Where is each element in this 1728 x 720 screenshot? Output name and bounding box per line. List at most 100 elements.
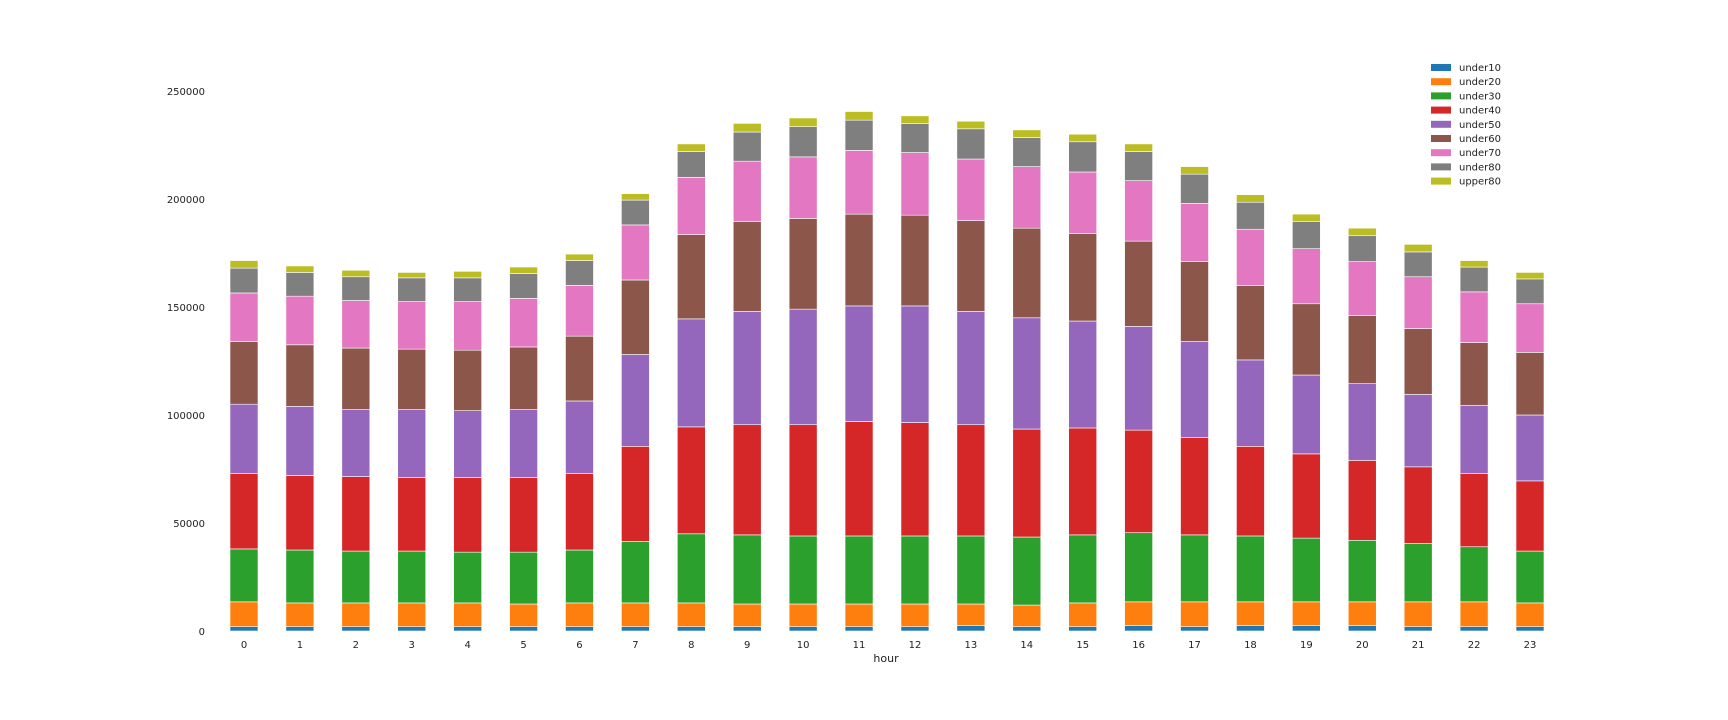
bar-upper80-hour-10: [788, 117, 818, 127]
bar-under40-hour-15: [1068, 427, 1097, 536]
bar-upper80-hour-15: [1068, 133, 1097, 143]
bar-under80-hour-17: [1180, 173, 1209, 204]
bar-under40-hour-4: [453, 477, 482, 553]
legend-label-under70: under70: [1459, 148, 1501, 159]
bar-under80-hour-14: [1012, 137, 1042, 167]
bar-under10-hour-7: [621, 626, 650, 632]
bar-under10-hour-10: [788, 626, 818, 632]
bar-under70-hour-3: [397, 301, 427, 350]
bar-under40-hour-19: [1292, 453, 1321, 539]
bar-under70-hour-19: [1292, 248, 1321, 305]
bar-under30-hour-20: [1347, 539, 1377, 603]
bar-under50-hour-22: [1459, 404, 1489, 474]
bar-under30-hour-10: [788, 535, 818, 605]
bar-under10-hour-23: [1515, 626, 1545, 632]
bar-under50-hour-17: [1180, 341, 1209, 438]
bar-under70-hour-17: [1180, 203, 1209, 262]
bar-under70-hour-4: [453, 301, 482, 351]
bar-under30-hour-19: [1292, 537, 1321, 603]
bar-under30-hour-12: [900, 535, 930, 605]
bar-under50-hour-8: [676, 318, 706, 428]
x-tick-label: 20: [1356, 640, 1369, 651]
bar-under10-hour-8: [676, 626, 706, 632]
bar-under10-hour-3: [397, 626, 427, 632]
bar-under30-hour-16: [1124, 532, 1153, 603]
bar-under40-hour-2: [341, 476, 371, 552]
bar-under60-hour-5: [509, 346, 538, 410]
y-tick-label: 150000: [167, 303, 205, 314]
bar-under40-hour-1: [285, 475, 315, 551]
bar-under80-hour-7: [621, 199, 650, 226]
legend-label-under60: under60: [1459, 134, 1501, 145]
x-tick-label: 8: [688, 640, 694, 651]
bar-under30-hour-8: [676, 533, 706, 604]
bar-under20-hour-20: [1347, 601, 1377, 626]
bar-under40-hour-16: [1124, 429, 1153, 534]
bar-under10-hour-9: [732, 626, 762, 632]
bar-under80-hour-5: [509, 273, 538, 299]
bar-upper80-hour-14: [1012, 129, 1042, 138]
bar-under50-hour-7: [621, 354, 650, 447]
bar-under40-hour-20: [1347, 460, 1377, 541]
legend-label-under40: under40: [1459, 106, 1501, 117]
bar-under40-hour-23: [1515, 480, 1545, 552]
bar-under60-hour-18: [1236, 285, 1265, 361]
bar-under50-hour-3: [397, 409, 427, 478]
bar-under60-hour-20: [1347, 315, 1377, 384]
bar-under50-hour-2: [341, 409, 371, 477]
bar-under20-hour-7: [621, 602, 650, 627]
bar-under80-hour-20: [1347, 235, 1377, 262]
bar-under40-hour-14: [1012, 428, 1042, 538]
bar-under70-hour-8: [676, 177, 706, 235]
bar-under30-hour-1: [285, 549, 315, 604]
bar-under30-hour-2: [341, 550, 371, 604]
bar-under80-hour-16: [1124, 151, 1153, 181]
bar-under40-hour-22: [1459, 473, 1489, 548]
bar-under20-hour-9: [732, 603, 762, 627]
bar-under60-hour-1: [285, 344, 315, 407]
bar-under30-hour-13: [956, 535, 986, 605]
bar-under20-hour-21: [1403, 601, 1433, 627]
bar-under10-hour-11: [844, 626, 874, 632]
bar-under20-hour-23: [1515, 602, 1545, 627]
bar-under80-hour-4: [453, 277, 482, 302]
x-tick-label: 15: [1076, 640, 1089, 651]
x-tick-label: 16: [1132, 640, 1145, 651]
bar-under10-hour-6: [565, 626, 594, 632]
bar-under20-hour-1: [285, 602, 315, 627]
bar-upper80-hour-12: [900, 115, 930, 124]
bar-under30-hour-7: [621, 541, 650, 604]
bar-under40-hour-6: [565, 473, 594, 551]
x-tick-label: 9: [744, 640, 750, 651]
bar-under80-hour-10: [788, 126, 818, 158]
bar-under20-hour-15: [1068, 602, 1097, 627]
x-tick-label: 5: [520, 640, 526, 651]
bar-under80-hour-3: [397, 277, 427, 302]
bar-under10-hour-22: [1459, 626, 1489, 632]
bar-under20-hour-11: [844, 603, 874, 627]
bar-under70-hour-16: [1124, 180, 1153, 242]
bar-under70-hour-21: [1403, 276, 1433, 329]
bar-under80-hour-6: [565, 260, 594, 286]
bar-under80-hour-2: [341, 276, 371, 301]
bar-under20-hour-2: [341, 602, 371, 627]
bar-under30-hour-6: [565, 549, 594, 604]
bar-under10-hour-19: [1292, 625, 1321, 632]
legend-label-upper80: upper80: [1459, 177, 1501, 188]
bar-under40-hour-11: [844, 421, 874, 537]
bar-under70-hour-5: [509, 298, 538, 348]
bar-under30-hour-17: [1180, 534, 1209, 603]
bar-under50-hour-0: [229, 403, 259, 474]
bar-under50-hour-9: [732, 311, 762, 426]
bar-under80-hour-18: [1236, 201, 1265, 230]
bar-upper80-hour-21: [1403, 244, 1433, 253]
bar-under80-hour-0: [229, 267, 259, 294]
bar-under60-hour-22: [1459, 342, 1489, 406]
bar-upper80-hour-7: [621, 193, 650, 201]
x-tick-label: 14: [1020, 640, 1033, 651]
bar-under40-hour-21: [1403, 466, 1433, 544]
bar-under60-hour-14: [1012, 227, 1042, 319]
legend-swatch-under50: [1431, 120, 1451, 128]
bar-under40-hour-5: [509, 477, 538, 553]
bar-under50-hour-10: [788, 308, 818, 426]
